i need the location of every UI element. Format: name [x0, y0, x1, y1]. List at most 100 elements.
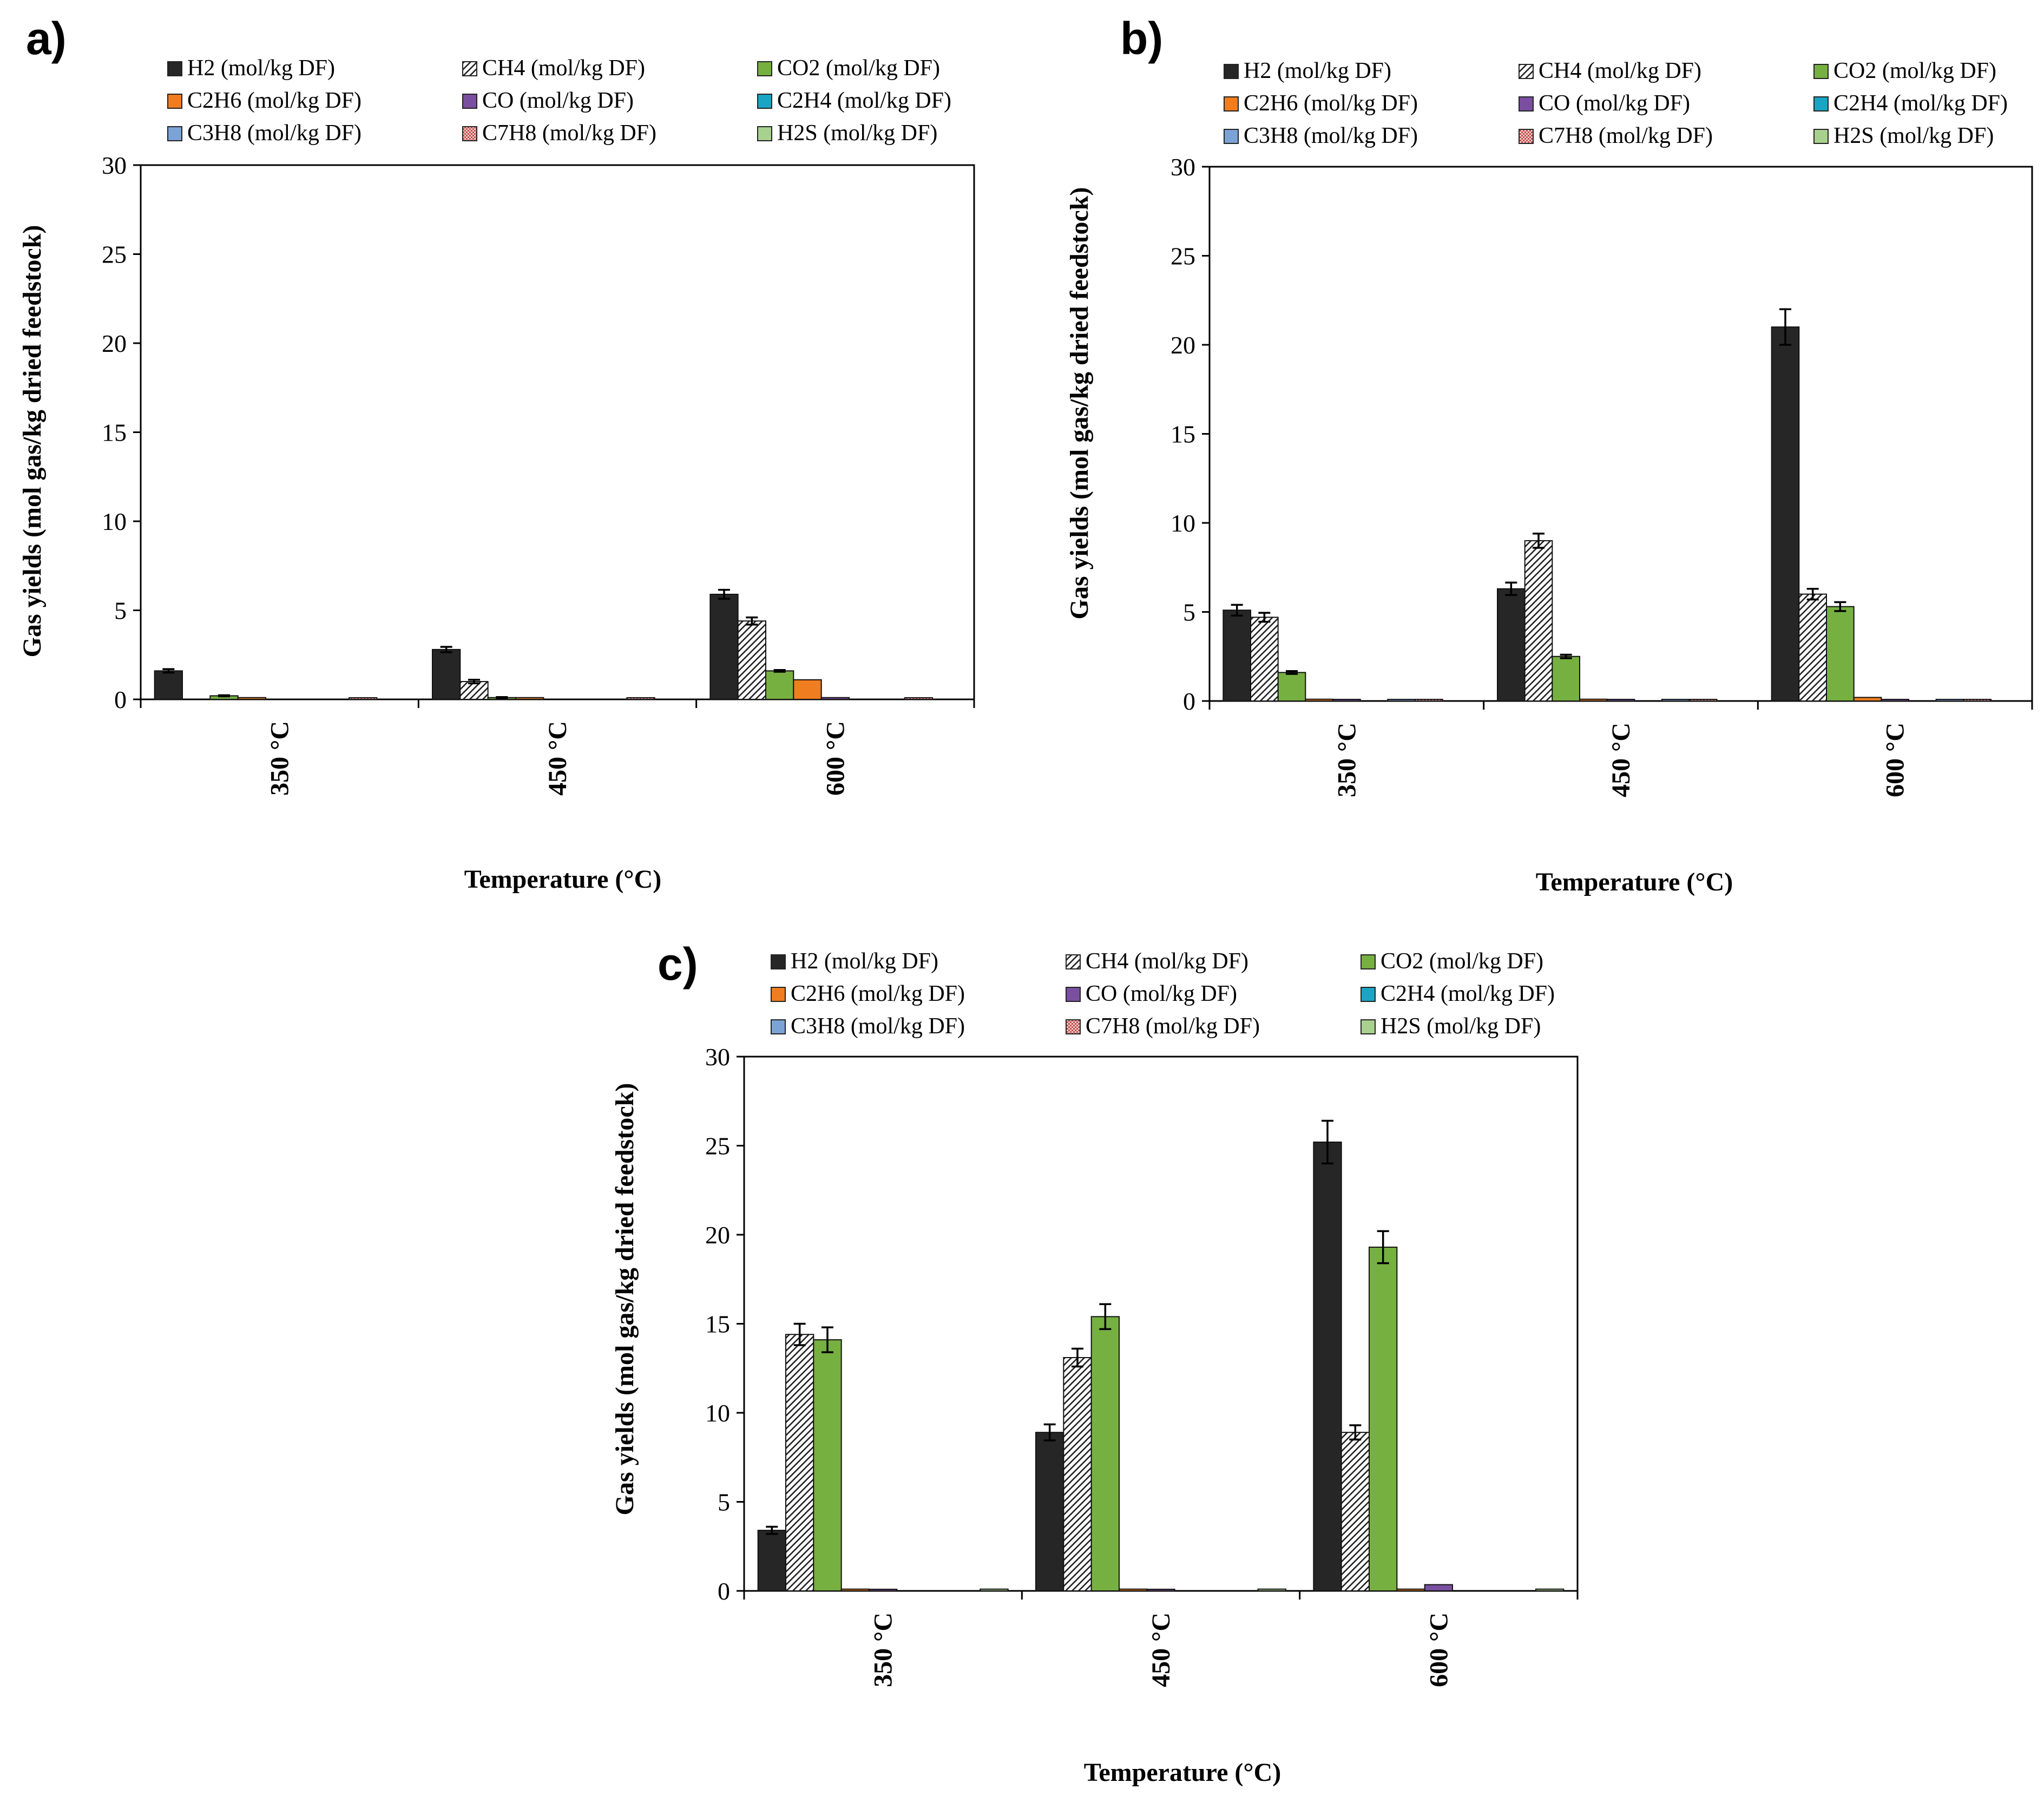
y-tick-label-c-4: 20: [705, 1221, 730, 1249]
y-axis-title-c: Gas yields (mol gas/kg dried feedstock): [610, 1083, 639, 1516]
legend-label-b-0: H2 (mol/kg DF): [1244, 58, 1391, 83]
legend-label-a-1: CH4 (mol/kg DF): [482, 56, 645, 81]
legend-label-b-2: CO2 (mol/kg DF): [1833, 58, 1996, 83]
legend-label-a-5: C2H4 (mol/kg DF): [777, 88, 951, 113]
legend-swatch-c-8: [1361, 1019, 1376, 1034]
x-axis-title-a: Temperature (°C): [464, 865, 661, 894]
plot-c: 0 5 10 15 20 25 30 350 °C 450 °C 600 °C: [705, 1043, 1579, 1687]
bar-b-0-7: [1415, 699, 1443, 702]
y-tick-label-b-3: 15: [1171, 421, 1195, 448]
bar-a-0-7: [349, 697, 378, 700]
legend-label-c-2: CO2 (mol/kg DF): [1381, 949, 1543, 974]
error-bar-b-1-1: [1533, 532, 1544, 549]
bar-c-2-0: [1313, 1141, 1342, 1591]
plot-a: 0 5 10 15 20 25 30 350 °C 450 °C 600 °C: [102, 152, 975, 796]
bar-b-0-4: [1332, 699, 1361, 702]
bar-b-0-1: [1250, 617, 1279, 702]
y-tick-label-b-1: 5: [1183, 599, 1195, 626]
y-tick-label-b-4: 20: [1171, 331, 1195, 359]
x-category-label-b-2: 600 °C: [1881, 723, 1910, 797]
bar-b-1-6: [1661, 699, 1690, 702]
bar-c-0-1: [785, 1334, 814, 1591]
error-bar-b-1-2: [1560, 653, 1572, 659]
bar-b-2-6: [1935, 699, 1964, 702]
legend-a: H2 (mol/kg DF) CH4 (mol/kg DF) CO2 (mol/kg…: [167, 56, 951, 146]
panel-label-b: b): [1120, 13, 1163, 64]
bar-a-2-3: [793, 679, 822, 700]
y-axis-title-b: Gas yields (mol gas/kg dried feedstock): [1065, 187, 1094, 620]
plot-frame-c: [743, 1056, 1579, 1592]
bar-b-2-1: [1798, 593, 1827, 702]
bar-b-1-3: [1579, 698, 1608, 702]
error-bar-c-2-1: [1349, 1424, 1362, 1441]
legend-swatch-c-2: [1361, 954, 1376, 969]
bar-b-2-0: [1771, 326, 1800, 702]
legend-label-c-4: CO (mol/kg DF): [1086, 981, 1237, 1006]
error-bar-a-0-0: [162, 668, 175, 674]
panel-c: c) H2 (mol/kg DF) CH4 (mol/kg DF) CO2 (mol…: [610, 939, 1579, 1787]
bar-c-1-1: [1063, 1357, 1092, 1591]
bar-a-1-0: [432, 648, 461, 700]
bar-a-2-0: [709, 593, 739, 700]
bar-a-2-7: [904, 697, 933, 700]
bar-a-1-3: [515, 697, 544, 700]
x-category-label-a-2: 600 °C: [821, 721, 850, 796]
legend-swatch-b-4: [1519, 96, 1534, 112]
error-bar-a-1-1: [468, 679, 480, 685]
plot-b: 0 5 10 15 20 25 30 350 °C 450 °C 600 °C: [1171, 153, 2033, 797]
panel-a: a) H2 (mol/kg DF) CH4 (mol/kg DF) CO2 (mol…: [18, 13, 975, 894]
bar-b-1-2: [1552, 656, 1580, 702]
legend-swatch-c-4: [1066, 987, 1081, 1002]
legend-swatch-a-7: [462, 126, 477, 141]
x-category-label-c-0: 350 °C: [869, 1613, 898, 1687]
legend-label-c-6: C3H8 (mol/kg DF): [791, 1014, 965, 1039]
bar-a-2-4: [820, 697, 850, 700]
error-bar-a-1-2: [496, 696, 508, 699]
bar-c-2-8: [1535, 1588, 1565, 1591]
legend-swatch-c-6: [771, 1019, 786, 1034]
y-tick-label-a-5: 25: [102, 241, 127, 268]
bar-a-0-0: [154, 670, 183, 700]
legend-swatch-b-5: [1813, 96, 1829, 112]
legend-label-c-7: C7H8 (mol/kg DF): [1086, 1014, 1260, 1039]
legend-label-c-1: CH4 (mol/kg DF): [1086, 949, 1248, 974]
legend-swatch-a-3: [167, 94, 182, 109]
y-tick-label-b-6: 30: [1171, 153, 1195, 181]
bar-b-1-7: [1688, 699, 1718, 702]
bar-b-2-4: [1881, 699, 1909, 702]
x-category-label-c-1: 450 °C: [1147, 1613, 1175, 1687]
bar-c-0-3: [840, 1588, 870, 1591]
legend-label-a-4: CO (mol/kg DF): [482, 88, 634, 113]
legend-swatch-b-2: [1813, 64, 1829, 79]
legend-label-b-7: C7H8 (mol/kg DF): [1539, 123, 1713, 148]
legend-swatch-b-1: [1519, 64, 1534, 79]
error-bar-b-2-0: [1779, 308, 1791, 346]
bar-c-2-1: [1340, 1432, 1370, 1591]
legend-swatch-a-8: [757, 126, 772, 141]
y-tick-label-a-1: 5: [114, 597, 127, 625]
bar-b-1-4: [1606, 699, 1635, 702]
legend-label-c-3: C2H6 (mol/kg DF): [791, 981, 965, 1006]
legend-swatch-c-0: [771, 954, 786, 969]
x-category-label-a-1: 450 °C: [543, 721, 572, 796]
bar-a-0-3: [237, 697, 266, 700]
legend-label-b-6: C3H8 (mol/kg DF): [1244, 123, 1418, 148]
bar-b-2-2: [1826, 606, 1855, 702]
legend-label-b-1: CH4 (mol/kg DF): [1539, 58, 1701, 83]
legend-swatch-b-7: [1519, 129, 1534, 144]
error-bar-c-0-1: [793, 1322, 806, 1346]
legend-swatch-b-3: [1224, 96, 1239, 112]
error-bar-c-1-2: [1099, 1303, 1112, 1331]
bar-c-1-3: [1119, 1588, 1148, 1591]
bar-c-0-8: [980, 1588, 1009, 1591]
error-bar-a-0-2: [218, 694, 230, 698]
y-tick-label-c-2: 10: [705, 1399, 730, 1427]
bar-b-2-3: [1853, 697, 1882, 702]
legend-label-c-8: H2S (mol/kg DF): [1381, 1014, 1541, 1039]
bar-c-1-4: [1146, 1589, 1175, 1591]
bar-c-2-2: [1369, 1247, 1398, 1591]
y-tick-label-a-0: 0: [114, 686, 127, 713]
legend-label-a-0: H2 (mol/kg DF): [187, 56, 335, 81]
y-tick-label-b-0: 0: [1183, 687, 1195, 715]
bar-b-1-1: [1524, 540, 1553, 702]
